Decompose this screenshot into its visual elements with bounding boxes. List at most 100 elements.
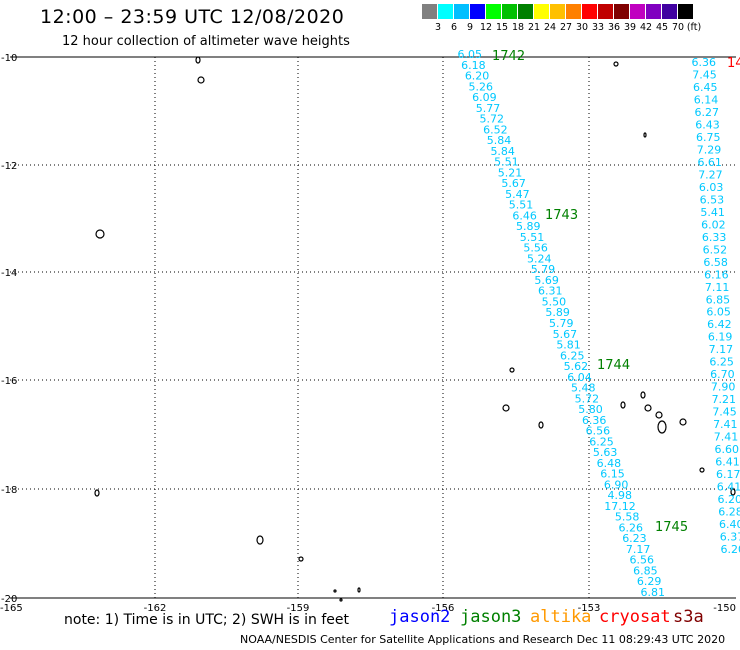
wave-height-label: 5.67 (501, 177, 526, 190)
island-outline (94, 489, 100, 497)
wave-height-label: 5.21 (498, 166, 523, 179)
wave-height-label: 5.72 (575, 392, 600, 405)
wave-height-label: 5.63 (593, 446, 618, 459)
wave-height-label: 7.45 (692, 68, 717, 81)
wave-height-label: 6.04 (567, 371, 592, 384)
wave-height-label: 5.56 (523, 242, 548, 255)
wave-height-label: 6.58 (703, 256, 728, 269)
island-outline (197, 76, 205, 84)
legend-cryosat: cryosat (599, 607, 671, 627)
wave-height-label: 17.12 (604, 500, 636, 513)
scale-label: 21 (527, 22, 541, 33)
scale-label: 24 (543, 22, 557, 33)
wave-height-label: 6.05 (458, 48, 483, 61)
lon-label: -153 (578, 603, 601, 614)
scale-label: 39 (623, 22, 637, 33)
scale-label: 27 (559, 22, 573, 33)
island-outline (613, 61, 619, 67)
scale-label: 36 (607, 22, 621, 33)
wave-height-label: 6.52 (703, 243, 728, 256)
scale-swatch (454, 4, 470, 19)
wave-height-label: 5.89 (516, 220, 541, 233)
lat-label: -10 (1, 53, 17, 64)
scale-label: 6 (450, 22, 458, 33)
scale-label: 18 (511, 22, 525, 33)
color-scale (422, 4, 694, 19)
wave-height-label: 6.53 (700, 193, 725, 206)
scale-label: 15 (495, 22, 509, 33)
wave-height-label: 5.72 (479, 113, 504, 126)
scale-swatch (662, 4, 678, 19)
scale-label: 12 (479, 22, 493, 33)
scale-swatch (518, 4, 534, 19)
credit-line: NOAA/NESDIS Center for Satellite Applica… (240, 633, 726, 646)
scale-label: 45 (655, 22, 669, 33)
pass-id-label: 1745 (655, 520, 688, 535)
wave-height-label: 5.80 (578, 403, 603, 416)
island-outline (298, 556, 304, 562)
wave-height-label: 6.36 (582, 414, 607, 427)
scale-swatch (566, 4, 582, 19)
scale-swatch (550, 4, 566, 19)
wave-height-label: 5.84 (490, 145, 515, 158)
wave-height-label: 6.25 (589, 435, 614, 448)
page-subtitle: 12 hour collection of altimeter wave hei… (62, 34, 350, 49)
legend-altika: altika (530, 607, 592, 627)
wave-height-label: 6.81 (641, 586, 666, 599)
wave-height-label: 5.26 (468, 80, 493, 93)
wave-height-label: 6.33 (702, 231, 727, 244)
wave-height-label: 6.20 (718, 493, 740, 506)
pass-id-label: 1744 (597, 358, 630, 373)
wave-height-label: 5.67 (553, 328, 578, 341)
lon-label: -165 (0, 603, 23, 614)
wave-height-label: 7.17 (626, 543, 651, 556)
legend-jason3: jason3 (460, 607, 522, 627)
wave-height-label: 6.20 (465, 70, 490, 83)
legend-s3a: s3a (673, 607, 704, 627)
wave-height-label: 6.18 (461, 59, 486, 72)
island-outline (655, 411, 663, 419)
lat-label: -16 (1, 376, 17, 387)
scale-swatch (470, 4, 486, 19)
wave-height-label: 6.19 (708, 331, 733, 344)
wave-height-label: 5.84 (487, 134, 512, 147)
scale-label: (ft) (686, 22, 702, 33)
wave-height-label: 4.98 (608, 489, 633, 502)
wave-height-label: 6.42 (707, 318, 732, 331)
scale-label: 33 (591, 22, 605, 33)
island-outline (644, 404, 652, 412)
island-outline (643, 132, 647, 138)
wave-height-label: 6.56 (586, 425, 611, 438)
island-outline (502, 404, 510, 412)
wave-height-label: 5.47 (505, 188, 530, 201)
wave-height-label: 5.81 (556, 339, 581, 352)
island-outline (538, 421, 544, 429)
wave-height-label: 5.48 (571, 382, 596, 395)
wave-height-label: 6.09 (472, 91, 497, 104)
wave-height-label: 6.85 (706, 293, 731, 306)
lat-label: -14 (1, 268, 17, 279)
wave-height-label: 6.25 (709, 356, 734, 369)
island-outline (657, 420, 667, 434)
scale-label: 3 (434, 22, 442, 33)
scale-swatch (486, 4, 502, 19)
wave-height-label: 7.11 (705, 281, 730, 294)
scale-swatch (646, 4, 662, 19)
island-outline (195, 56, 201, 64)
wave-height-label: 5.89 (545, 306, 570, 319)
wave-height-label: 6.70 (710, 368, 735, 381)
wave-height-label: 7.45 (712, 406, 737, 419)
island-outline (730, 488, 736, 496)
wave-height-label: 6.45 (693, 81, 718, 94)
pass-id-label: 1743 (545, 208, 578, 223)
wave-height-label: 6.05 (706, 306, 731, 319)
wave-height-label: 5.77 (476, 102, 501, 115)
wave-height-label: 6.61 (697, 156, 722, 169)
island-outline (95, 229, 105, 239)
wave-height-label: 6.29 (637, 575, 662, 588)
scale-swatch (438, 4, 454, 19)
lat-label: -20 (1, 594, 17, 605)
island-outline (699, 467, 705, 473)
island-outline (640, 391, 646, 399)
